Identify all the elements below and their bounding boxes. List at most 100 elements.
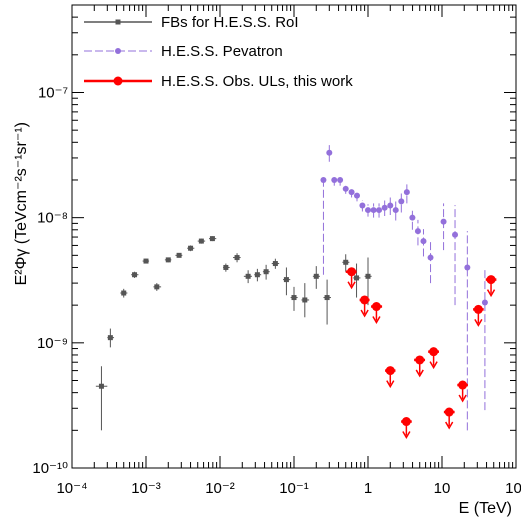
y-tick-label: 10⁻⁸ [37,210,68,227]
data-point [365,273,371,279]
data-point [365,207,371,214]
data-point [320,176,327,183]
data-point [481,299,488,306]
data-point [444,407,454,417]
data-point [452,231,459,238]
upper-limit-arrow [474,319,483,327]
data-point [331,176,338,183]
data-point [154,284,160,290]
legend-marker [115,19,121,25]
data-point [342,185,349,192]
legend-item-1: FBs for H.E.S.S. RoI [84,14,299,31]
data-point [283,277,289,283]
upper-limit-arrow [445,421,454,430]
data-point [387,202,394,209]
upper-limit-arrow [486,289,496,298]
data-point [272,261,278,267]
data-point [132,272,138,278]
y-tick-label: 10⁻⁹ [37,335,68,352]
data-point [458,380,468,390]
data-point [486,275,496,285]
data-point [176,252,182,258]
data-point [415,355,425,365]
data-point [376,207,383,214]
x-tick-label: 10⁻⁴ [56,480,87,497]
data-point [359,202,366,209]
series-1 [95,236,372,431]
ticks-layer [71,4,517,469]
data-point [414,228,421,235]
data-point [302,297,308,303]
x-tick-label: 1 [364,480,372,497]
x-tick-labels: 10⁻⁴ 10⁻³ 10⁻² 10⁻¹ 1 10 10² [56,480,521,497]
data-point [348,189,355,196]
upper-limit-arrow [402,431,411,440]
legend-label: H.E.S.S. Obs. ULs, this work [161,73,353,90]
x-tick-label: 10 [434,480,451,497]
data-point [381,204,388,211]
data-point [234,255,240,261]
upper-limit-arrow [372,316,381,325]
data-point [420,238,427,245]
data-point [313,273,319,279]
x-tick-label: 10⁻¹ [279,480,309,497]
data-point [107,335,113,341]
data-point [385,366,395,376]
x-tick-label: 10² [505,480,521,497]
legend-label: H.E.S.S. Pevatron [161,43,283,60]
data-point [254,272,260,278]
data-point [464,264,471,271]
upper-limit-arrow [429,361,438,370]
upper-limit-arrow [386,380,395,389]
data-point [401,417,411,427]
data-point [347,267,357,277]
data-point [429,347,439,357]
data-point [440,218,447,225]
data-point [360,295,370,305]
data-point [326,149,333,156]
legend-label: FBs for H.E.S.S. RoI [161,14,299,31]
data-point [427,254,434,261]
data-point [398,198,405,205]
legend-item-2: H.E.S.S. Pevatron [84,43,283,60]
data-point [165,257,171,263]
data-point [473,304,483,314]
data-point [392,207,399,214]
data-point [291,295,297,301]
data-point [223,264,229,270]
legend-marker [115,48,121,54]
y-tick-label: 10⁻⁷ [38,84,68,101]
data-point [343,259,349,265]
data-point [121,290,127,296]
upper-limit-arrow [360,309,369,318]
y-tick-label: 10⁻¹⁰ [32,460,68,477]
data-point [324,295,330,301]
data-point [188,245,194,251]
data-point [409,214,416,221]
data-point [209,236,215,242]
legend: FBs for H.E.S.S. RoI H.E.S.S. Pevatron H.E… [84,14,353,90]
data-point [198,238,204,244]
data-point [98,383,104,389]
data-point [371,302,381,312]
data-point [245,273,251,279]
series-2 [320,145,488,431]
data-point [354,275,360,281]
data-point [143,258,149,264]
legend-marker [113,76,123,86]
x-axis-title: E (TeV) [459,500,512,517]
legend-item-3: H.E.S.S. Obs. ULs, this work [84,73,353,90]
upper-limit-arrow [347,281,356,290]
y-axis-title: E²Φγ (TeVcm⁻²s⁻¹sr⁻¹) [13,122,30,285]
series-layer [95,145,497,440]
y-tick-labels: 10⁻¹⁰ 10⁻⁹ 10⁻⁸ 10⁻⁷ [32,84,68,477]
x-tick-label: 10⁻² [205,480,235,497]
data-point [353,192,360,199]
data-point [337,176,344,183]
data-point [263,269,269,275]
x-tick-label: 10⁻³ [131,480,161,497]
data-point [403,189,410,196]
series-3 [345,267,497,440]
